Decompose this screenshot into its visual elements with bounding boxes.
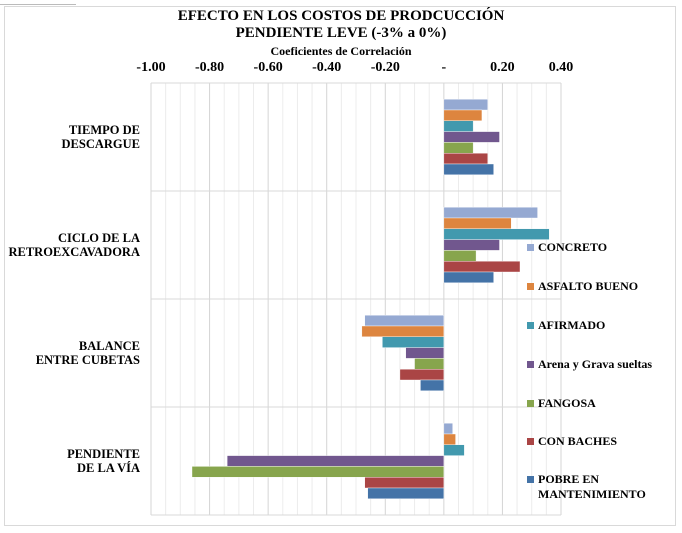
legend-item: ASFALTO BUENO (527, 279, 638, 294)
chart-subtitle: PENDIENTE LEVE (-3% a 0%) (235, 25, 447, 41)
legend-item: AFIRMADO (527, 318, 605, 333)
bar (443, 261, 521, 273)
chart-frame (4, 6, 676, 526)
bar (443, 142, 474, 154)
legend-swatch (527, 476, 534, 483)
legend-swatch (527, 244, 534, 251)
legend-label: CONCRETO (538, 240, 608, 254)
legend-swatch (527, 322, 534, 329)
legend-label: Arena y Grava sueltas (538, 357, 653, 371)
bar (443, 152, 488, 165)
bar (414, 358, 445, 370)
chart-title: EFECTO EN LOS COSTOS DE PRODCUCCIÓN (177, 8, 505, 24)
legend-label: CON BACHES (538, 434, 618, 448)
bar (443, 206, 538, 219)
x-tick-label: -0.20 (370, 60, 400, 75)
category-label: PENDIENTE DE LA VÍA (67, 447, 140, 475)
bar (443, 271, 494, 284)
x-tick-label: 0.40 (548, 60, 574, 75)
bar (420, 379, 445, 392)
divider (0, 4, 76, 5)
bar (443, 423, 453, 435)
bar (443, 131, 500, 143)
bar (443, 228, 550, 240)
legend-swatch (527, 438, 534, 445)
bar (226, 455, 445, 467)
bar (443, 217, 512, 230)
bar (443, 109, 483, 122)
bar (405, 347, 445, 359)
bar (443, 120, 474, 132)
legend-item: CONCRETO (527, 240, 607, 255)
legend-item: POBRE EN MANTENIMIENTO (527, 472, 646, 502)
bar (191, 466, 445, 478)
legend-swatch (527, 361, 534, 368)
legend-item: FANGOSA (527, 396, 596, 411)
legend-swatch (527, 400, 534, 407)
bar (443, 250, 477, 262)
category-label: BALANCE ENTRE CUBETAS (35, 339, 140, 367)
bar (443, 433, 456, 446)
bar (361, 325, 445, 338)
bar (382, 336, 445, 348)
x-tick-label: -1.00 (136, 60, 166, 75)
bar (443, 239, 500, 251)
bar (443, 163, 494, 176)
bar (364, 315, 445, 327)
legend-swatch (527, 283, 534, 290)
bar (364, 477, 445, 489)
bar (443, 444, 465, 456)
category-label: CICLO DE LA RETROEXCAVADORA (8, 231, 140, 259)
bar (443, 98, 488, 111)
legend-label: AFIRMADO (538, 318, 606, 332)
legend-item: Arena y Grava sueltas (527, 357, 652, 372)
x-tick-label: -0.60 (253, 60, 283, 75)
bar (367, 487, 445, 500)
bar (399, 369, 445, 381)
x-tick-label: - (441, 60, 447, 75)
x-tick-label: -0.40 (312, 60, 342, 75)
legend-item: CON BACHES (527, 434, 617, 449)
category-label: TIEMPO DE DESCARGUE (61, 123, 141, 151)
legend-label: POBRE EN MANTENIMIENTO (538, 472, 646, 501)
legend-label: ASFALTO BUENO (538, 279, 639, 293)
x-axis-label: Coeficientes de Correlación (270, 44, 412, 58)
x-tick-label: -0.80 (194, 60, 225, 75)
x-tick-label: 0.20 (490, 60, 515, 75)
legend-label: FANGOSA (538, 396, 596, 410)
